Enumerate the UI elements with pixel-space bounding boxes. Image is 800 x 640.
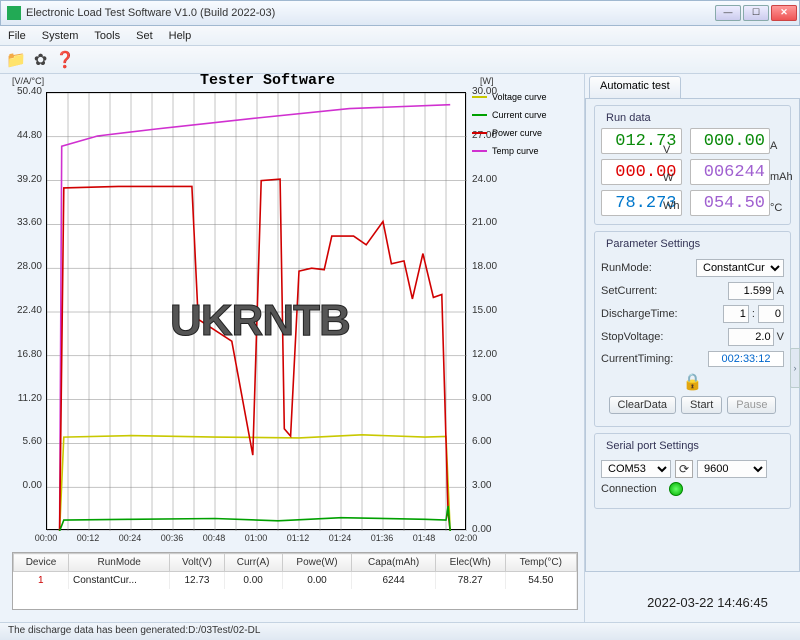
timestamp: 2022-03-22 14:46:45: [625, 595, 790, 610]
table-row[interactable]: 1 ConstantCur... 12.73 0.00 0.00 6244 78…: [14, 572, 577, 590]
discharge-hours-input[interactable]: [723, 305, 749, 323]
value-temperature: 054.50: [690, 190, 771, 216]
column-header[interactable]: Capa(mAh): [352, 554, 436, 572]
com-port-select[interactable]: COM53: [601, 460, 671, 478]
pause-button[interactable]: Pause: [727, 396, 776, 414]
value-capacity: 006244: [690, 159, 771, 185]
lock-icon[interactable]: 🔒: [601, 372, 784, 392]
timing-value: 002:33:12: [708, 351, 784, 367]
title-bar: Electronic Load Test Software V1.0 (Buil…: [0, 0, 800, 26]
serial-title: Serial port Settings: [603, 440, 702, 452]
connection-label: Connection: [601, 483, 657, 495]
value-current: 000.00: [690, 128, 771, 154]
y-axis-right-label: [W]: [480, 76, 494, 86]
app-icon: [7, 6, 21, 20]
chart-plot: [46, 92, 466, 530]
help-icon[interactable]: ❓: [55, 50, 75, 70]
discharge-label: DischargeTime:: [601, 308, 678, 320]
status-bar: The discharge data has been generated:D:…: [0, 622, 800, 640]
column-header[interactable]: Powe(W): [282, 554, 352, 572]
gear-icon[interactable]: ✿: [34, 50, 47, 70]
close-button[interactable]: ✕: [771, 5, 797, 21]
setcurrent-label: SetCurrent:: [601, 285, 657, 297]
column-header[interactable]: Elec(Wh): [435, 554, 505, 572]
window-title: Electronic Load Test Software V1.0 (Buil…: [26, 7, 715, 19]
side-panel: Automatic test Run data 012.73 000.00 A …: [584, 74, 800, 622]
cell-elec: 78.27: [435, 572, 505, 590]
tab-automatic-test[interactable]: Automatic test: [589, 76, 681, 98]
legend-item: Power curve: [472, 124, 547, 142]
serial-settings-group: Serial port Settings COM53 ⟳ 9600 Connec…: [594, 433, 791, 509]
y-axis-left-label: [V/A/°C]: [12, 76, 44, 86]
stopvoltage-input[interactable]: [728, 328, 774, 346]
menu-tools[interactable]: Tools: [86, 30, 128, 42]
expand-handle[interactable]: ›: [790, 348, 800, 388]
toolbar: 📁 ✿ ❓: [0, 46, 800, 74]
menu-set[interactable]: Set: [128, 30, 161, 42]
menu-help[interactable]: Help: [161, 30, 200, 42]
folder-icon[interactable]: 📁: [6, 50, 26, 70]
data-table: DeviceRunModeVolt(V)Curr(A)Powe(W)Capa(m…: [12, 552, 578, 610]
chart-panel: Tester Software [V/A/°C] [W] 50.4044.803…: [0, 74, 584, 622]
chart-legend: Voltage curveCurrent curvePower curveTem…: [472, 88, 547, 160]
menu-bar: File System Tools Set Help: [0, 26, 800, 46]
runmode-select[interactable]: ConstantCurr: [696, 259, 784, 277]
menu-file[interactable]: File: [0, 30, 34, 42]
connection-status-icon: [669, 482, 683, 496]
column-header[interactable]: Device: [14, 554, 69, 572]
column-header[interactable]: Temp(°C): [505, 554, 576, 572]
minimize-button[interactable]: —: [715, 5, 741, 21]
chart-title: Tester Software: [200, 72, 335, 89]
menu-system[interactable]: System: [34, 30, 87, 42]
cell-mode: ConstantCur...: [69, 572, 170, 590]
cell-pow: 0.00: [282, 572, 352, 590]
timing-label: CurrentTiming:: [601, 353, 673, 365]
param-title: Parameter Settings: [603, 238, 703, 250]
setcurrent-input[interactable]: [728, 282, 774, 300]
run-data-title: Run data: [603, 112, 654, 124]
runmode-label: RunMode:: [601, 262, 652, 274]
legend-item: Temp curve: [472, 142, 547, 160]
parameter-settings-group: Parameter Settings RunMode: ConstantCurr…: [594, 231, 791, 427]
run-data-group: Run data 012.73 000.00 A 000.00 006244 m…: [594, 105, 791, 225]
refresh-icon[interactable]: ⟳: [675, 460, 693, 478]
discharge-mins-input[interactable]: [758, 305, 784, 323]
stopvoltage-label: StopVoltage:: [601, 331, 663, 343]
legend-item: Voltage curve: [472, 88, 547, 106]
cell-curr: 0.00: [224, 572, 282, 590]
cell-capa: 6244: [352, 572, 436, 590]
cleardata-button[interactable]: ClearData: [609, 396, 677, 414]
start-button[interactable]: Start: [681, 396, 722, 414]
legend-item: Current curve: [472, 106, 547, 124]
column-header[interactable]: Volt(V): [170, 554, 224, 572]
cell-volt: 12.73: [170, 572, 224, 590]
baud-select[interactable]: 9600: [697, 460, 767, 478]
content-area: Tester Software [V/A/°C] [W] 50.4044.803…: [0, 74, 800, 622]
chart-svg: [47, 93, 467, 531]
maximize-button[interactable]: ☐: [743, 5, 769, 21]
status-text: The discharge data has been generated:D:…: [8, 625, 260, 636]
cell-temp: 54.50: [505, 572, 576, 590]
column-header[interactable]: RunMode: [69, 554, 170, 572]
column-header[interactable]: Curr(A): [224, 554, 282, 572]
cell-device: 1: [14, 572, 69, 590]
